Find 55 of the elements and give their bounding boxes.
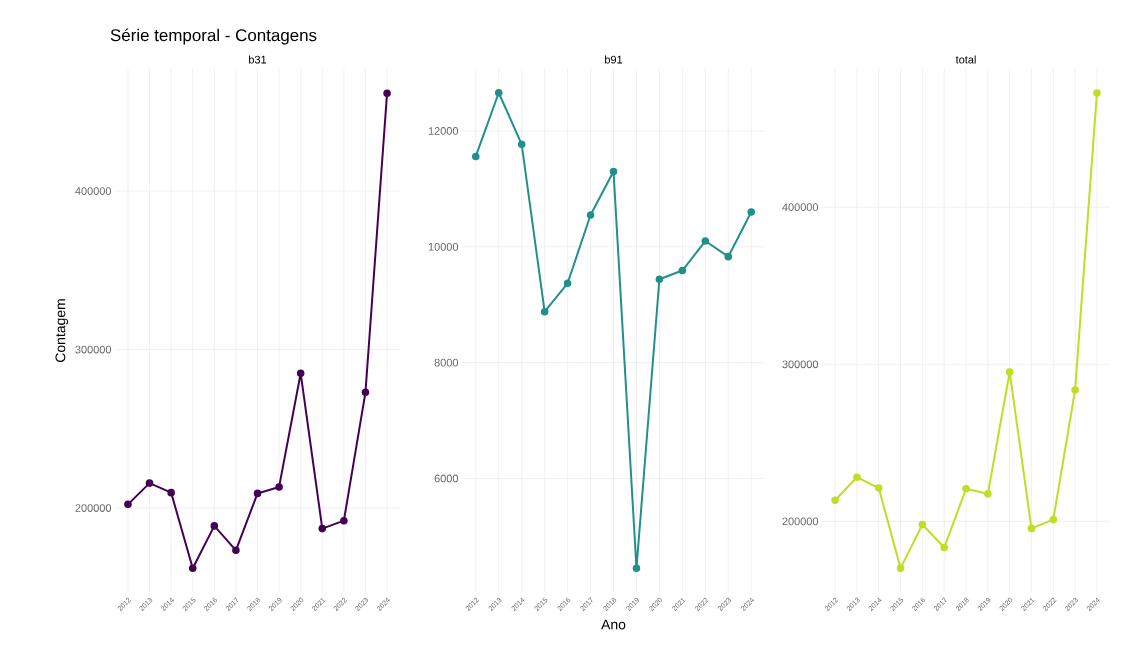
point (1093, 89, 1101, 97)
point (188, 564, 197, 573)
point (361, 388, 370, 397)
point (962, 485, 970, 493)
point (874, 484, 883, 492)
text: Série temporal - Contagens (110, 28, 317, 45)
y-tick-label: 300000 (782, 360, 819, 369)
point (586, 211, 595, 219)
y-tick-label: 300000 (75, 345, 112, 354)
point (724, 252, 733, 261)
point (831, 496, 839, 505)
point (145, 479, 154, 487)
point (747, 208, 756, 216)
chart-title: b91 (605, 55, 623, 64)
point (1071, 386, 1079, 394)
y-tick-label: 400000 (782, 203, 819, 212)
y-tick-label: 200000 (75, 504, 112, 512)
y-axis-title: Contagem (55, 299, 69, 362)
chart-title: b31 (249, 55, 267, 64)
point (632, 564, 641, 573)
point (563, 279, 572, 288)
point (701, 237, 710, 245)
point (655, 275, 664, 284)
point (940, 543, 948, 552)
point (1049, 515, 1058, 524)
y-tick-label: 400000 (75, 187, 112, 195)
point (896, 564, 905, 572)
point (853, 473, 861, 481)
point (318, 524, 327, 533)
y-tick-label: 6000 (434, 474, 459, 483)
point (210, 522, 219, 530)
x-axis-title: Ano (601, 619, 626, 630)
point (124, 500, 132, 509)
point (984, 490, 992, 498)
point (167, 488, 175, 497)
point (540, 307, 549, 316)
point (918, 520, 927, 529)
y-tick-label: 200000 (782, 517, 819, 526)
point (609, 167, 618, 176)
point (494, 88, 503, 97)
point (678, 266, 687, 275)
point (340, 516, 348, 525)
chart-title: total (955, 55, 976, 64)
point (232, 546, 240, 555)
point (253, 489, 262, 498)
y-tick-label: 8000 (434, 358, 459, 367)
point (275, 483, 283, 491)
point (517, 140, 526, 149)
point (296, 369, 305, 378)
point (1027, 524, 1036, 533)
y-tick-label: 12000 (428, 127, 459, 135)
point (471, 152, 480, 161)
y-tick-label: 10000 (428, 242, 459, 251)
point (1005, 368, 1014, 376)
point (383, 89, 391, 98)
